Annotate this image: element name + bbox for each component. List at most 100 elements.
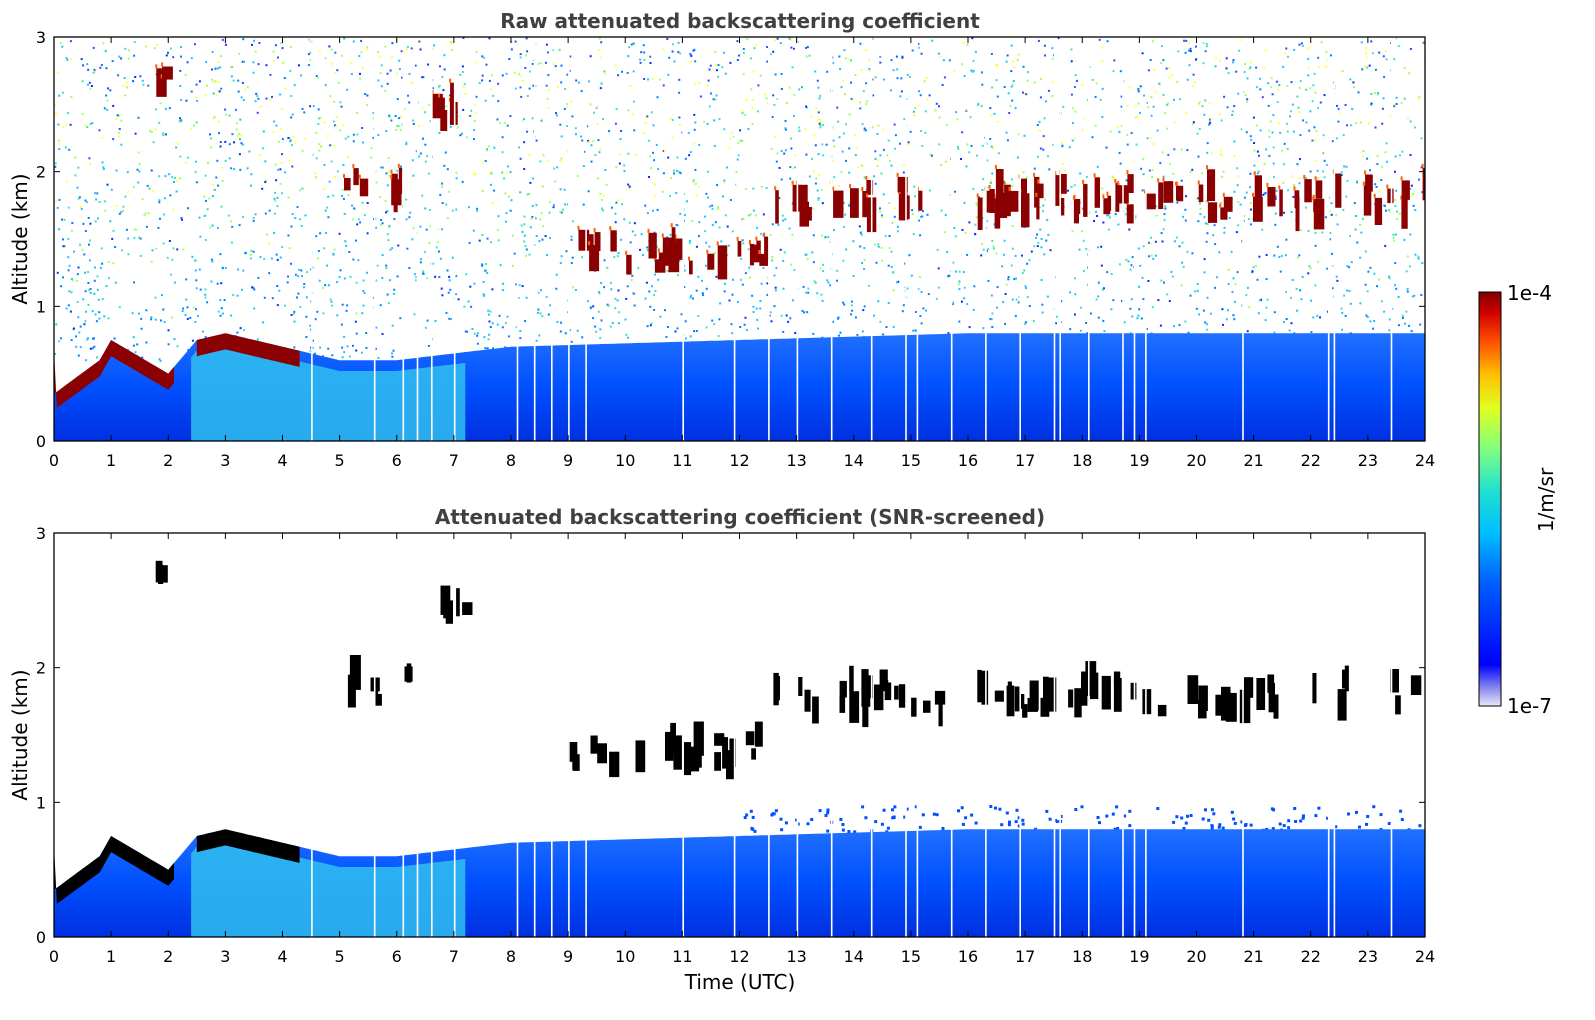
cloud-cell [432,93,443,119]
cloud-cell [833,190,844,218]
cloud-cell [1253,196,1263,222]
cloud-cell [722,737,728,769]
cloud-cell [658,252,666,270]
gap-line [985,37,987,441]
x-tick-label: 24 [1415,947,1435,966]
gap-line [551,37,553,441]
cloud-cell [1217,695,1228,713]
cloud-cell [162,66,173,80]
cloud-cell [673,735,682,770]
cloud-edge [358,174,361,179]
cloud-edge [1175,181,1178,186]
bl-top-segment [196,829,300,863]
gap-line [870,37,873,441]
gap-line [768,533,770,937]
cloud-cell [839,680,847,698]
gap-line [916,37,919,441]
x-tick-label: 6 [392,947,402,966]
colorbar-unit-label: 1/m/sr [1534,467,1558,533]
cloud-cell [1304,179,1312,203]
cloud-cell [1176,185,1184,202]
cloud-cell [1401,180,1410,200]
cloud-cell [1225,692,1237,722]
cloud-cell [694,747,702,768]
screened-backscatter-panel: 0 1 2 3 4 5 6 7 8 9 10 11 12 13 14 15 16 17 18 19 20 21 22 23 24… [36,524,1435,966]
x-tick-label: 20 [1186,451,1206,470]
cloud-cell [998,192,1008,218]
cloud-edge [1126,170,1129,175]
gap-line [1390,533,1393,937]
cloud-cell [750,244,760,263]
cloud-cell [1145,193,1156,210]
cloud-cell [1018,694,1025,709]
cloud-edge [160,74,163,79]
cloud-edge [1253,171,1256,176]
cloud-cell [347,674,356,708]
cloud-cell [1004,184,1011,217]
cloud-cell [799,201,809,227]
cloud-cell [1337,689,1347,721]
bl-top-segment [99,340,174,390]
plot-area [54,533,1425,937]
cloud-cell [440,585,451,615]
cloud-cell [349,655,361,690]
gap-line [402,533,405,937]
cloud-edge [716,241,719,246]
cloud-cell [1034,176,1040,208]
cloud-cell [1101,675,1111,710]
cloud-edge [861,187,864,191]
cloud-cell [1009,190,1019,212]
cloud-cell [995,169,1004,200]
cloud-cell [1038,183,1044,199]
gap-line [373,533,376,937]
cloud-cell [449,102,458,125]
raw-backscatter-panel: 0 1 2 3 4 5 6 7 8 9 10 11 12 13 14 15 16 17 18 19 20 21 22 23 24… [36,28,1435,470]
cloud-cell [359,178,369,197]
cloud-edge [758,249,761,254]
gap-line [1053,37,1056,441]
cloud-edge [577,225,580,230]
cloud-edge [1033,172,1036,177]
cloud-cell [1333,173,1342,208]
cloud-cell [981,670,989,705]
cloud-cell [160,565,168,583]
cloud-edge [390,175,393,180]
cloud-edge [352,164,355,168]
cloud-cell [714,733,725,746]
gap-line [1333,533,1336,937]
gap-line [551,533,553,937]
cloud-edge [865,175,868,180]
cloud-edge [748,239,751,244]
cloud-edge [1421,163,1424,168]
cloud-cell [1019,178,1027,206]
data-gaps [311,533,1393,937]
cloud-edge [1293,186,1296,191]
x-tick-label: 18 [1072,947,1092,966]
cloud-cell [1267,674,1275,693]
cloud-cell [1083,183,1088,217]
cloud-cell [751,748,756,760]
cloud-cell [1256,678,1266,710]
cloud-cell [849,691,860,723]
cloud-cell [764,236,770,260]
cloud-cell [161,78,166,94]
gap-line [516,533,519,937]
aerosol-layer [191,344,466,441]
cloud-cell [344,178,351,191]
gap-line [870,533,873,937]
cloud-cell [862,693,869,728]
x-tick-label: 10 [615,451,635,470]
cloud-cell [1055,175,1060,206]
x-tick-label: 18 [1072,451,1092,470]
gap-line [1059,533,1061,937]
cloud-cell [1068,689,1074,708]
x-tick-label: 23 [1358,451,1378,470]
cloud-cell [897,176,908,193]
gap-line [1019,37,1021,441]
x-tick-label: 16 [958,451,978,470]
cloud-cell [1243,677,1254,698]
x-tick-label: 7 [449,451,459,470]
cloud-cell [404,666,413,682]
cloud-cell [662,237,673,266]
cloud-edge [1400,195,1403,200]
